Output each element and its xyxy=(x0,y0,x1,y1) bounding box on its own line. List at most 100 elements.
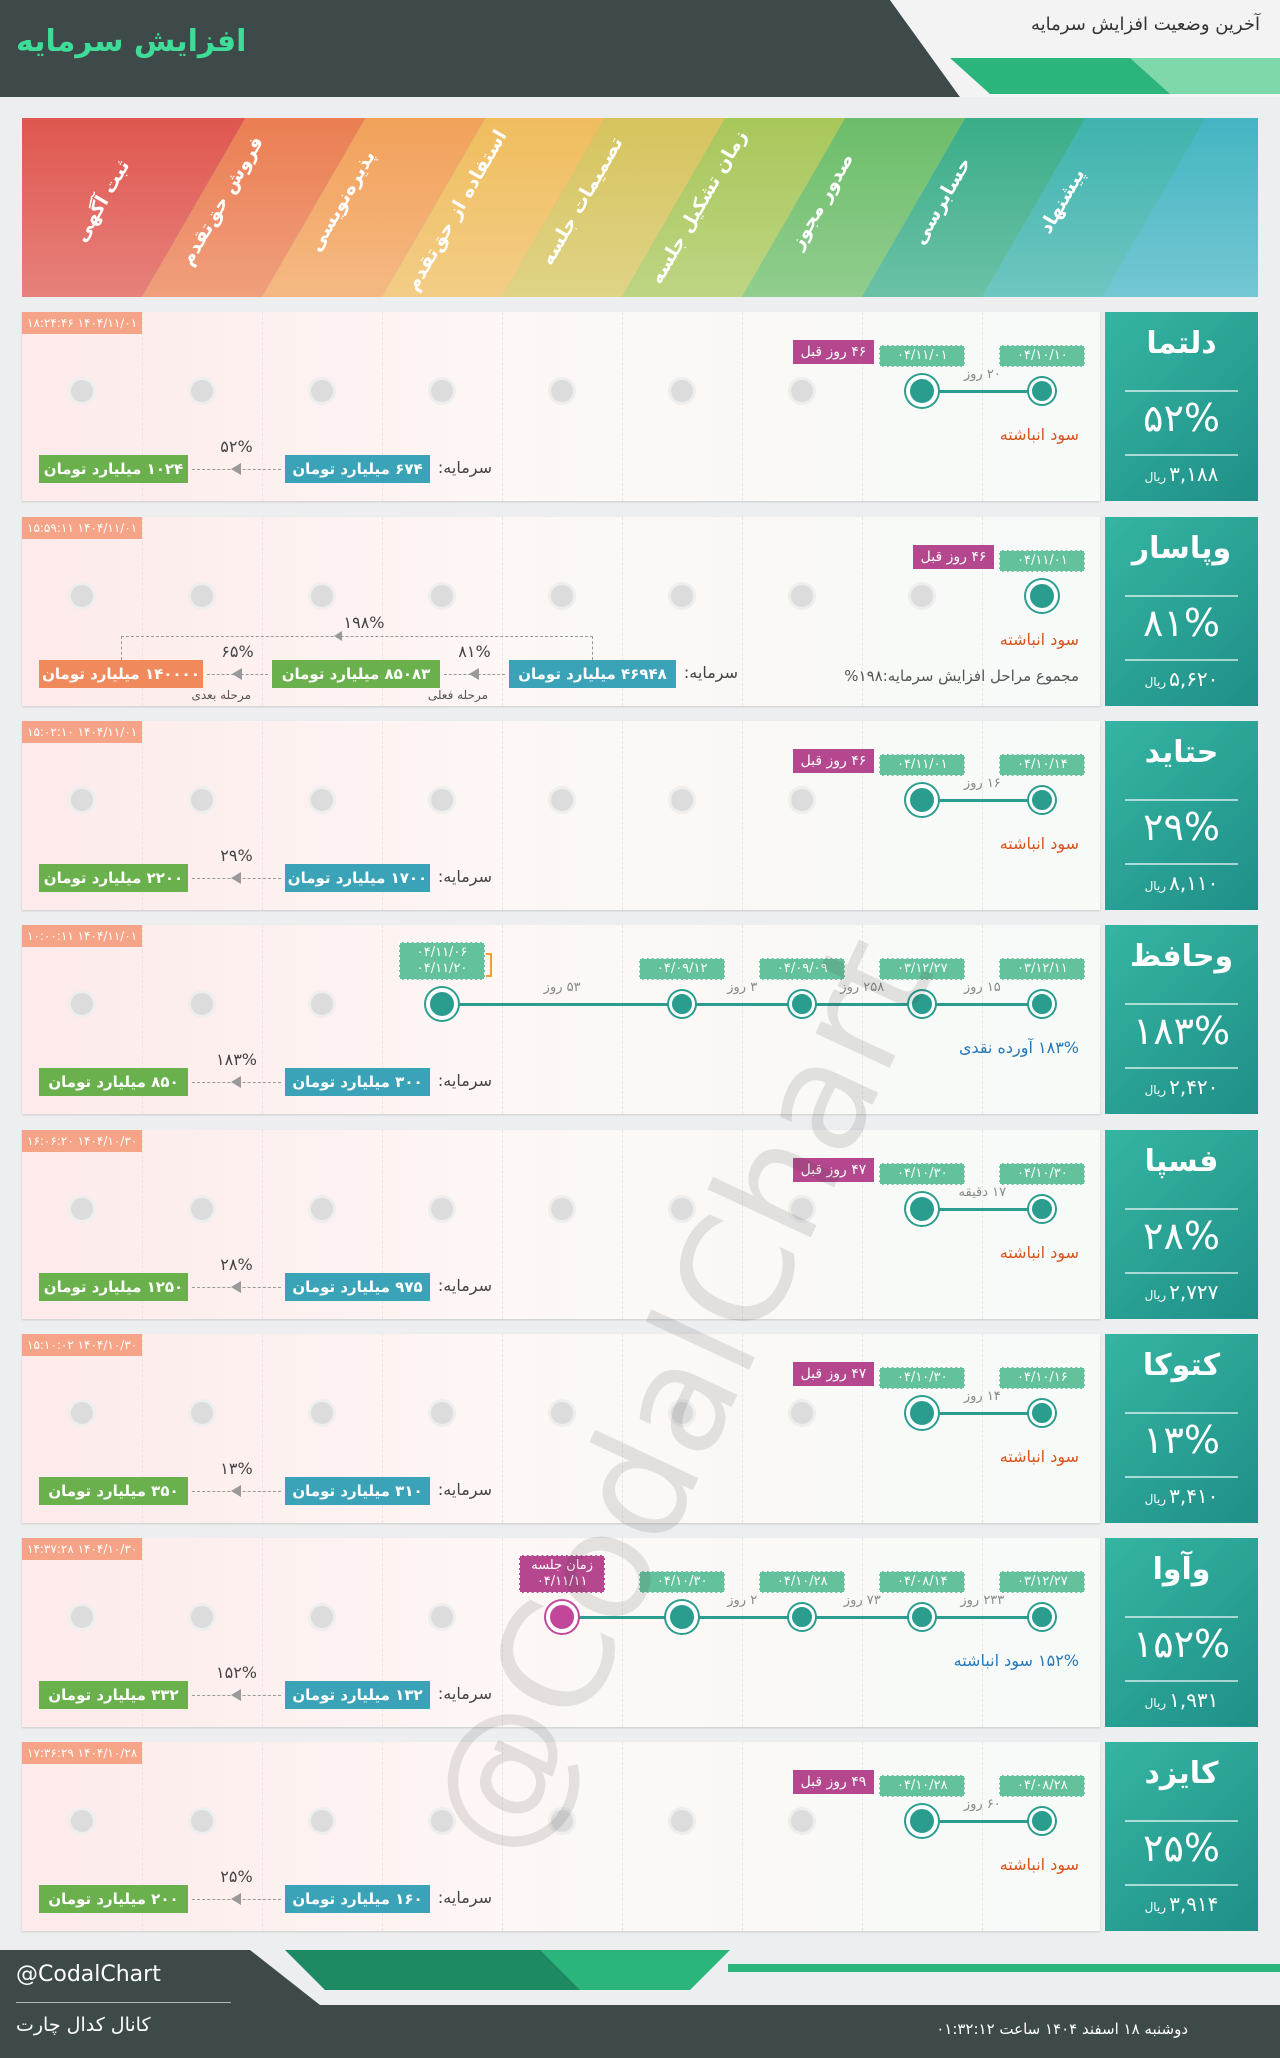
stage-node xyxy=(1029,1195,1056,1222)
pending-node xyxy=(548,1807,577,1836)
card-divider xyxy=(1125,862,1238,865)
card-divider xyxy=(1125,1067,1238,1070)
column-divider xyxy=(982,1742,984,1932)
column-divider xyxy=(261,1742,263,1932)
column-divider xyxy=(742,1742,744,1932)
column-divider xyxy=(982,312,984,502)
date-label: ۰۴/۰۹/۰۹ xyxy=(776,961,828,977)
pending-node xyxy=(308,377,337,406)
company-name: کایزد xyxy=(1144,1756,1219,1792)
column-divider xyxy=(862,1333,864,1523)
timestamp: ۱۴۰۴/۱۱/۰۱ ۱۸:۲۴:۴۶ xyxy=(22,312,143,335)
column-divider xyxy=(982,1538,984,1728)
pending-node xyxy=(308,1807,337,1836)
column-divider xyxy=(982,925,984,1115)
company-card: وحافظ ۱۸۳% ۲,۴۲۰ریال xyxy=(1105,925,1258,1115)
gap-label: ۱۵ روز xyxy=(963,980,1001,996)
price-unit: ریال xyxy=(1144,1491,1167,1506)
pending-node xyxy=(187,785,216,814)
company-name: حتاید xyxy=(1144,734,1219,770)
date-chip: ۰۴/۱۰/۳۰ xyxy=(879,1162,966,1185)
badge: ۴۷ روز قبل xyxy=(792,1361,875,1386)
stage-node xyxy=(906,1805,939,1838)
capital-box: ۳۰۰ میلیارد تومان xyxy=(285,1068,430,1097)
header-dark xyxy=(0,0,960,97)
stage-node xyxy=(426,988,459,1021)
pending-node xyxy=(187,581,216,610)
capital-label: سرمایه: xyxy=(437,866,492,886)
meeting-label: زمان جلسه xyxy=(531,1558,594,1574)
card-divider xyxy=(1125,1411,1238,1414)
pending-node xyxy=(67,581,96,610)
summary: مجموع مراحل افزایش سرمایه:۱۹۸% xyxy=(844,666,1079,685)
arrow-head xyxy=(231,667,242,680)
status: ۱۵۲% سود انباشته xyxy=(953,1651,1079,1671)
pending-node xyxy=(308,1603,337,1632)
column-divider xyxy=(141,720,143,910)
date-chip: ۰۴/۱۰/۱۰ xyxy=(999,345,1086,368)
column-divider xyxy=(622,1742,624,1932)
column-divider xyxy=(862,720,864,910)
title: افزایش سرمایه xyxy=(16,24,247,59)
column-divider xyxy=(862,1742,864,1932)
column-divider xyxy=(141,1538,143,1728)
company-card: کتوکا ۱۳% ۳,۴۱۰ریال xyxy=(1105,1333,1258,1523)
capital-box: ۶۷۴ میلیارد تومان xyxy=(285,455,430,484)
arrow-head xyxy=(230,1484,241,1497)
company-percent: ۲۸% xyxy=(1143,1213,1220,1258)
arrow-head xyxy=(230,871,241,884)
capital-label: سرمایه: xyxy=(437,1888,492,1908)
pending-node xyxy=(428,377,457,406)
badge: ۴۶ روز قبل xyxy=(912,544,995,569)
pending-node xyxy=(788,1807,817,1836)
timestamp: ۱۴۰۴/۱۰/۲۸ ۱۷:۳۶:۲۹ xyxy=(22,1742,143,1765)
company-percent: ۱۵۲% xyxy=(1132,1622,1231,1667)
pending-node xyxy=(668,785,697,814)
pending-node xyxy=(187,1398,216,1427)
price: ۱,۹۳۱ xyxy=(1169,1688,1219,1713)
column-divider xyxy=(502,1129,504,1319)
pending-node xyxy=(67,1398,96,1427)
pending-node xyxy=(548,1194,577,1223)
column-divider xyxy=(1102,925,1104,1115)
capital-box: ۳۳۲ میلیارد تومان xyxy=(39,1681,188,1710)
date-chip: ۰۴/۱۰/۱۴ xyxy=(999,754,1086,776)
date-label: ۰۴/۱۱/۰۱ xyxy=(896,348,948,364)
status: سود انباشته xyxy=(999,833,1079,853)
column-divider xyxy=(742,1129,744,1319)
date-label: ۰۴/۰۸/۱۴ xyxy=(896,1574,948,1590)
column-divider xyxy=(261,312,263,502)
capital-box: ۳۱۰ میلیارد تومان xyxy=(285,1476,430,1505)
date-label: ۰۴/۱۰/۳۰ xyxy=(896,1165,948,1181)
company-percent: ۸۱% xyxy=(1143,600,1220,645)
column-divider xyxy=(141,1333,143,1523)
stage-node xyxy=(906,1192,939,1225)
company-name: فسپا xyxy=(1144,1143,1219,1179)
capital-box: ۱۲۵۰ میلیارد تومان xyxy=(39,1272,188,1301)
column-divider xyxy=(742,312,744,502)
pending-node xyxy=(308,990,337,1019)
capital-percent: ۸۱% xyxy=(458,641,491,661)
capital-percent: ۲۹% xyxy=(220,845,253,865)
gap-label: ۲ روز xyxy=(727,1593,758,1609)
column-divider xyxy=(742,1333,744,1523)
date-label: ۰۴/۱۱/۰۶ xyxy=(416,945,468,961)
capital-note: مرحله بعدی xyxy=(191,687,251,702)
card-divider xyxy=(1125,1207,1238,1210)
stage-node xyxy=(1029,1399,1056,1426)
column-divider xyxy=(141,1742,143,1932)
date-label: ۰۴/۱۱/۱۱ xyxy=(536,1574,588,1590)
date-chip: ۰۴/۱۰/۳۰ xyxy=(999,1162,1086,1185)
pending-node xyxy=(908,581,937,610)
badge: ۴۶ روز قبل xyxy=(792,340,875,365)
company-card: وپاسار ۸۱% ۵,۶۲۰ریال xyxy=(1105,516,1258,706)
column-divider xyxy=(742,1538,744,1728)
capital-percent: ۲۸% xyxy=(220,1254,253,1274)
capital-label: سرمایه: xyxy=(437,1275,492,1295)
pending-node xyxy=(67,785,96,814)
gap-label: ۲۳۳ روز xyxy=(960,1593,1005,1609)
meeting-chip: زمان جلسه ۰۴/۱۱/۱۱ xyxy=(519,1555,606,1594)
date-chip: ۰۴/۱۱/۰۱ xyxy=(879,754,966,776)
date-chip: ۰۳/۱۲/۲۷ xyxy=(999,1571,1086,1594)
arrow-head xyxy=(230,463,241,476)
